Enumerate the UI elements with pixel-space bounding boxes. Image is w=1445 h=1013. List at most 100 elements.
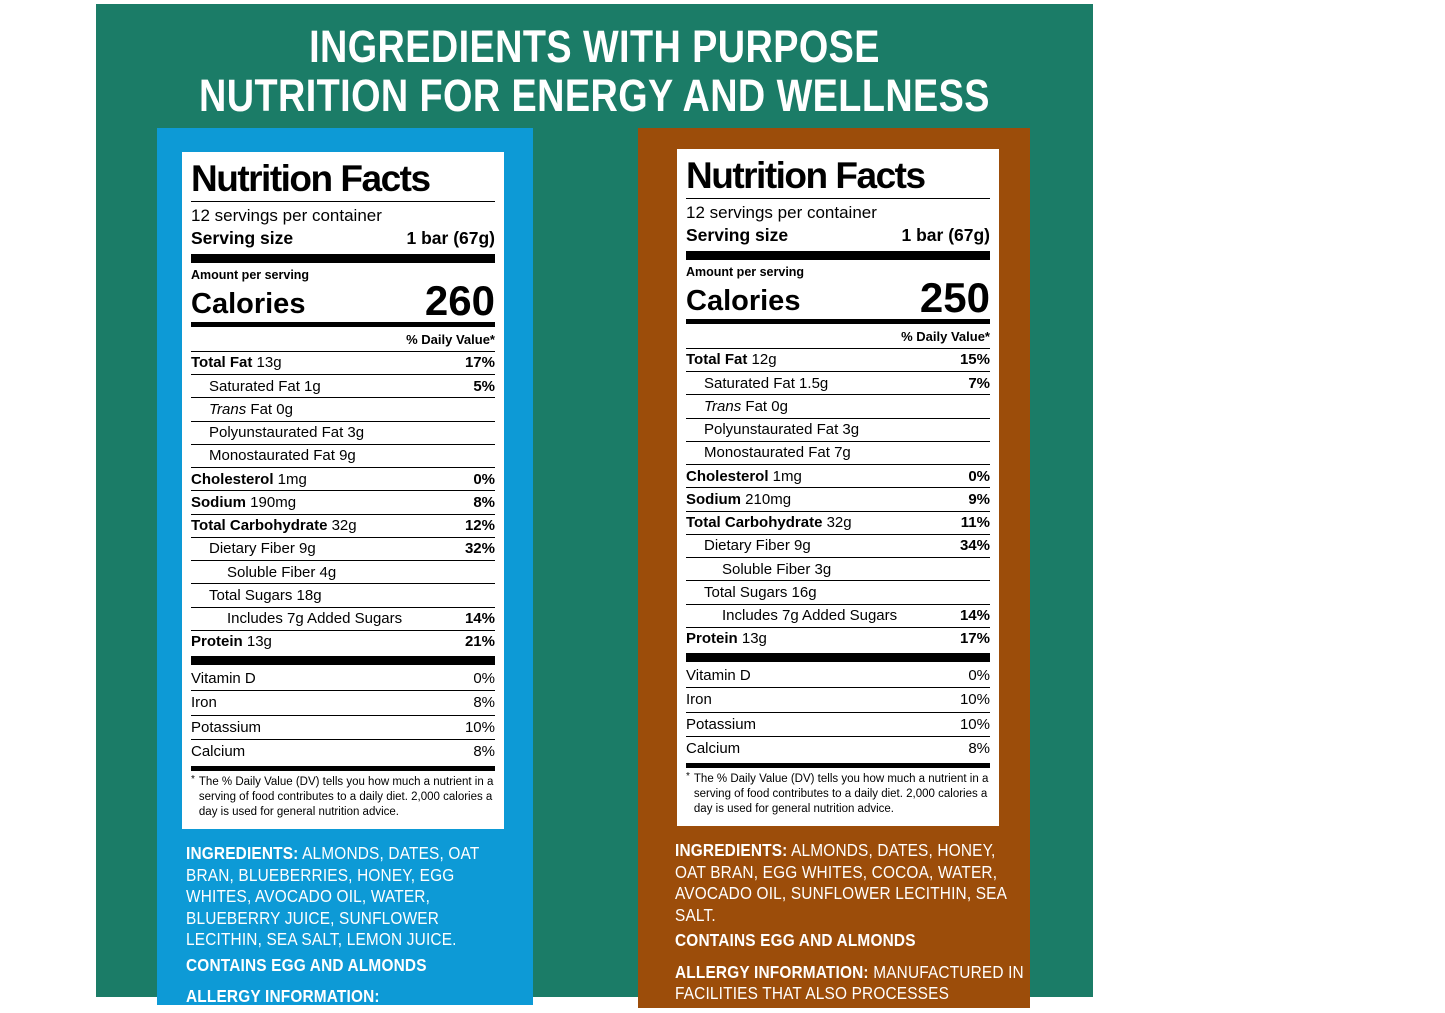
- vitamin-daily-value: 0%: [473, 670, 495, 688]
- nf-servings-per-container: 12 servings per container: [686, 203, 877, 222]
- separator-medium: [191, 321, 495, 327]
- nutrient-row: Soluble Fiber 4g: [191, 560, 495, 583]
- nf-amount-per-serving: Amount per serving: [191, 268, 310, 283]
- nutrient-daily-value: 11%: [960, 514, 990, 532]
- nutrient-name: Total Sugars 16g: [704, 583, 817, 601]
- nutrient-row: Polyunstaurated Fat 3g: [191, 420, 495, 444]
- nutrient-row: Protein 13g 17%: [686, 626, 990, 650]
- allergy-paragraph: ALLERGY INFORMATION: MANUFACTURED IN FAC…: [186, 986, 505, 1013]
- nf-calories-row: Calories 250: [686, 274, 990, 322]
- nf-serving-size-label: Serving size: [191, 228, 294, 249]
- nutrient-name: Dietary Fiber 9g: [209, 540, 316, 558]
- separator-thick: [686, 251, 990, 261]
- nutrient-row: Trans Fat 0g: [191, 397, 495, 420]
- nutrient-daily-value: 0%: [968, 467, 990, 485]
- vitamin-name: Potassium: [686, 715, 757, 733]
- contains-statement: CONTAINS EGG AND ALMONDS: [675, 930, 916, 951]
- vitamin-row: Potassium 10%: [191, 714, 495, 739]
- vitamin-daily-value: 8%: [473, 742, 495, 760]
- nutrient-name: Protein 13g: [191, 633, 272, 651]
- nf-calories-value: 250: [919, 274, 990, 322]
- nf-calories-label: Calories: [191, 287, 306, 320]
- vitamin-name: Vitamin D: [686, 667, 751, 685]
- vitamin-row: Calcium 8%: [686, 735, 990, 760]
- nutrient-daily-value: 12%: [464, 517, 495, 535]
- footnote-text: The % Daily Value (DV) tells you how muc…: [198, 776, 494, 818]
- nutrient-name: Dietary Fiber 9g: [704, 537, 811, 555]
- nutrient-daily-value: 17%: [959, 630, 990, 648]
- nutrient-row: Total Carbohydrate 32g 11%: [686, 510, 990, 534]
- vitamin-daily-value: 8%: [473, 694, 495, 712]
- vitamin-daily-value: 10%: [959, 715, 990, 733]
- nutrient-name: Polyunstaurated Fat 3g: [704, 421, 860, 439]
- separator-medium: [686, 763, 990, 769]
- nf-amount-per-serving: Amount per serving: [686, 265, 805, 280]
- allergy-text: MANUFACTURED IN FACILITIES THAT ALSO PRO…: [186, 1008, 469, 1013]
- ingredients-paragraph: INGREDIENTS: ALMONDS, DATES, OAT BRAN, B…: [186, 843, 505, 951]
- nutrient-name: Includes 7g Added Sugars: [227, 610, 403, 628]
- nutrient-daily-value: 21%: [464, 633, 495, 651]
- nutrient-name: Saturated Fat 1.5g: [704, 374, 829, 392]
- nf-serving-size-value: 1 bar (67g): [901, 225, 991, 246]
- allergy-paragraph: ALLERGY INFORMATION: MANUFACTURED IN FAC…: [675, 962, 1027, 1013]
- nf-nutrient-rows: Total Fat 12g 15% Saturated Fat 1.5g 7% Tran…: [686, 349, 990, 650]
- nf-daily-value-header: % Daily Value*: [686, 324, 990, 349]
- vitamin-daily-value: 10%: [959, 691, 990, 709]
- ingredients-text: ALMONDS, DATES, HONEY, OAT BRAN, EGG WHI…: [675, 840, 1007, 925]
- nutrient-row: Dietary Fiber 9g 32%: [191, 536, 495, 560]
- nutrient-row: Includes 7g Added Sugars 14%: [686, 603, 990, 627]
- nutrient-name: Sodium 190mg: [191, 493, 297, 511]
- vitamin-name: Calcium: [686, 739, 741, 757]
- nutrient-row: Cholesterol 1mg 0%: [686, 464, 990, 487]
- vitamin-name: Calcium: [191, 742, 246, 760]
- nf-calories-label: Calories: [686, 284, 801, 317]
- separator-medium: [191, 766, 495, 772]
- nutrient-row: Monostaurated Fat 9g: [191, 443, 495, 467]
- ingredients-label: INGREDIENTS:: [186, 843, 299, 864]
- nutrient-name: Cholesterol 1mg: [686, 467, 802, 485]
- nutrient-daily-value: 8%: [473, 493, 495, 511]
- nutrient-row: Total Sugars 18g: [191, 583, 495, 606]
- nutrient-daily-value: 15%: [959, 351, 990, 369]
- allergy-label: ALLERGY INFORMATION:: [186, 986, 380, 1007]
- nutrient-name: Soluble Fiber 3g: [722, 560, 832, 578]
- nf-daily-value-header: % Daily Value*: [191, 327, 495, 352]
- separator-medium: [686, 318, 990, 324]
- nf-vitamin-rows: Vitamin D 0% Iron 8% Potassium 10% Calcium 8%: [191, 667, 495, 763]
- nf-footnote: * The % Daily Value (DV) tells you how m…: [686, 768, 990, 816]
- nf-serving-size-row: Serving size 1 bar (67g): [191, 226, 495, 254]
- nf-serving-size-value: 1 bar (67g): [406, 228, 496, 249]
- nutrient-row: Saturated Fat 1.5g 7%: [686, 371, 990, 394]
- panel-blueberry: Nutrition Facts 12 servings per containe…: [157, 128, 533, 1013]
- vitamin-row: Iron 8%: [191, 690, 495, 714]
- nutrient-name: Total Fat 13g: [191, 354, 282, 372]
- nutrient-daily-value: 5%: [473, 377, 495, 395]
- nutrient-daily-value: 32%: [464, 540, 495, 558]
- header-line-2: NUTRITION FOR ENERGY AND WELLNESS: [199, 70, 990, 122]
- vitamin-name: Iron: [686, 691, 712, 709]
- nutrient-row: Total Fat 13g 17%: [191, 352, 495, 374]
- nutrient-daily-value: 9%: [968, 490, 990, 508]
- footnote-asterisk: *: [191, 774, 195, 786]
- nutrient-name: Saturated Fat 1g: [209, 377, 321, 395]
- vitamin-name: Vitamin D: [191, 670, 256, 688]
- nutrient-name: Total Fat 12g: [686, 351, 777, 369]
- separator-thick: [686, 653, 990, 663]
- nutrient-name: Total Carbohydrate 32g: [191, 517, 357, 535]
- separator-thick: [191, 254, 495, 264]
- nutrient-row: Sodium 190mg 8%: [191, 490, 495, 513]
- vitamin-daily-value: 10%: [464, 718, 495, 736]
- nutrient-name: Protein 13g: [686, 630, 767, 648]
- vitamin-row: Calcium 8%: [191, 738, 495, 763]
- nutrient-name: Total Carbohydrate 32g: [686, 514, 852, 532]
- nutrient-row: Total Sugars 16g: [686, 580, 990, 603]
- nf-title: Nutrition Facts: [686, 157, 990, 199]
- nutrient-row: Monostaurated Fat 7g: [686, 440, 990, 464]
- nutrient-name: Trans Fat 0g: [704, 397, 788, 415]
- nutrient-row: Dietary Fiber 9g 34%: [686, 533, 990, 557]
- nutrient-daily-value: 7%: [968, 374, 990, 392]
- nf-servings-per-container: 12 servings per container: [191, 206, 382, 225]
- nf-vitamin-rows: Vitamin D 0% Iron 10% Potassium 10% Calcium 8%: [686, 664, 990, 760]
- vitamin-row: Vitamin D 0%: [686, 664, 990, 687]
- nf-serving-size-row: Serving size 1 bar (67g): [686, 223, 990, 251]
